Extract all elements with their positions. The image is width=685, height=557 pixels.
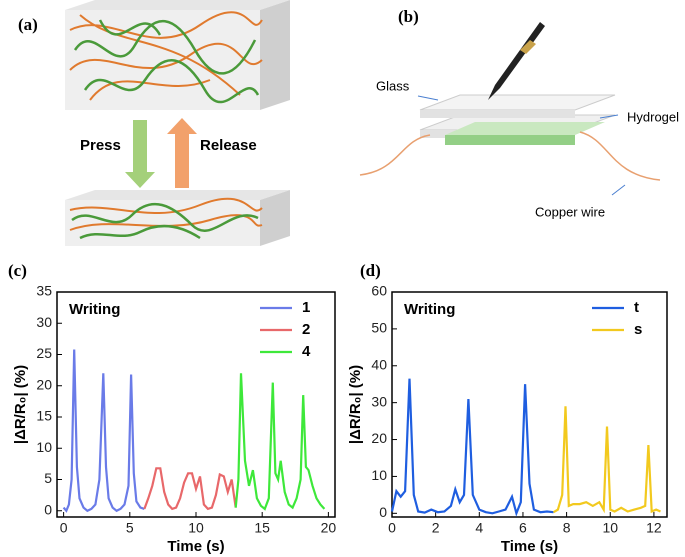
press-label: Press	[80, 137, 121, 154]
y-tick-label: 40	[371, 356, 387, 372]
release-label: Release	[200, 137, 257, 154]
panel-label: (c)	[8, 261, 27, 280]
hydrogel-block-top	[65, 0, 290, 110]
y-tick-label: 30	[36, 314, 52, 330]
data-line	[62, 349, 145, 513]
copper-label: Copper wire	[535, 204, 605, 219]
panel-label: (b)	[398, 7, 419, 26]
y-tick-label: 10	[371, 467, 387, 483]
y-axis-label: |ΔR/R₀| (%)	[347, 365, 364, 444]
y-tick-label: 35	[36, 283, 52, 299]
data-line	[143, 467, 237, 511]
hydrogel-block-bottom	[65, 190, 290, 246]
x-tick-label: 10	[602, 520, 618, 536]
annotation: Writing	[69, 301, 120, 318]
x-tick-label: 10	[188, 520, 204, 536]
legend-label: 1	[302, 299, 310, 316]
y-tick-label: 25	[36, 345, 52, 361]
panel-label: (a)	[18, 15, 38, 34]
release-arrow	[167, 118, 197, 188]
legend-label: s	[634, 321, 642, 338]
x-tick-label: 12	[646, 520, 662, 536]
y-tick-label: 15	[36, 408, 52, 424]
y-tick-label: 60	[371, 283, 387, 299]
x-tick-label: 8	[563, 520, 571, 536]
y-tick-label: 50	[371, 320, 387, 336]
x-tick-label: 6	[519, 520, 527, 536]
data-line	[390, 378, 554, 517]
y-tick-label: 0	[379, 504, 387, 520]
plot-frame	[391, 291, 668, 518]
panel-label: (d)	[360, 261, 381, 280]
x-tick-label: 0	[388, 520, 396, 536]
press-arrow	[125, 120, 155, 188]
x-tick-label: 15	[254, 520, 270, 536]
x-axis-label: Time (s)	[167, 538, 224, 555]
legend-label: t	[634, 299, 639, 316]
x-tick-label: 2	[432, 520, 440, 536]
x-tick-label: 20	[321, 520, 337, 536]
annotation: Writing	[404, 301, 455, 318]
y-tick-label: 20	[371, 430, 387, 446]
x-tick-label: 4	[475, 520, 483, 536]
legend-label: 4	[302, 343, 311, 360]
x-tick-label: 5	[126, 520, 134, 536]
y-tick-label: 20	[36, 376, 52, 392]
legend-label: 2	[302, 321, 310, 338]
hydrogel-label: Hydrogel	[627, 109, 679, 124]
data-line	[552, 406, 661, 514]
data-line	[234, 373, 326, 511]
y-tick-label: 30	[371, 393, 387, 409]
y-axis-label: |ΔR/R₀| (%)	[12, 365, 29, 444]
glass-label: Glass	[376, 78, 410, 93]
y-tick-label: 10	[36, 439, 52, 455]
device	[359, 22, 661, 196]
x-axis-label: Time (s)	[501, 538, 558, 555]
y-tick-label: 5	[44, 470, 52, 486]
x-tick-label: 0	[60, 520, 68, 536]
y-tick-label: 0	[44, 501, 52, 517]
